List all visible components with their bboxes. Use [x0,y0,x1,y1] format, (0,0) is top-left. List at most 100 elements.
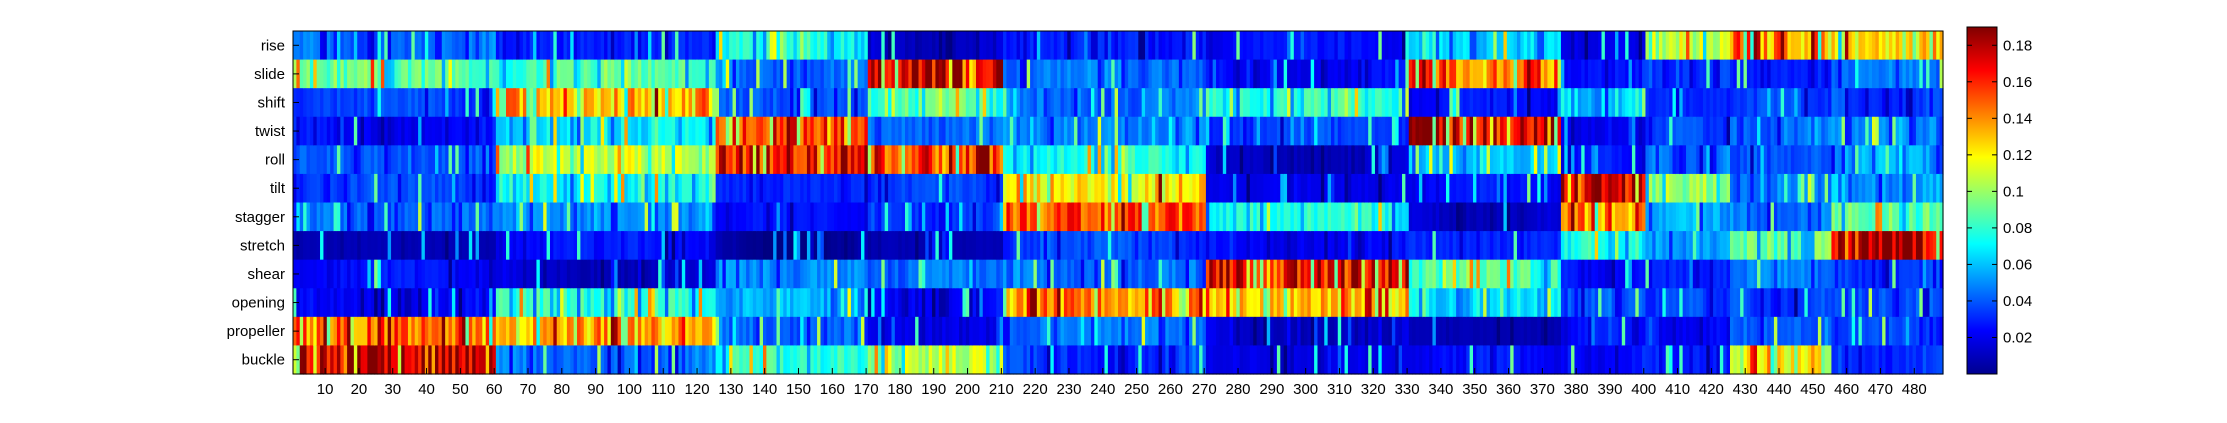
heat-cell [1003,316,1008,347]
heat-cell [546,59,551,89]
heat-cell [685,173,690,204]
heat-cell [877,173,882,204]
heat-cell [1689,116,1694,146]
heat-cell [1604,316,1609,347]
heat-cell [353,88,358,118]
heat-cell [1303,202,1308,232]
heat-cell [1598,31,1603,61]
heat-cell [928,145,933,175]
heat-cell [435,31,439,61]
heat-cell [478,31,483,61]
heat-cell [1662,259,1667,289]
heat-cell [1030,316,1035,347]
heat-cell [1574,288,1579,318]
heat-cell [1696,288,1701,318]
heat-cell [1161,202,1166,232]
heat-cell [367,59,372,89]
heat-cell [712,31,717,61]
heat-cell [1148,345,1153,375]
heat-cell [519,59,524,89]
heat-cell [1631,316,1636,347]
heat-cell [1462,59,1467,89]
heat-cell [658,145,663,175]
heat-cell [1449,288,1454,318]
heat-cell [830,116,835,146]
heat-cell [1307,345,1312,375]
heat-cell [996,145,1001,175]
heat-cell [1381,88,1386,118]
heat-cell [1138,231,1143,261]
heat-cell [1182,316,1187,347]
heat-cell [407,288,412,318]
heat-cell [779,202,784,232]
heat-cell [1047,316,1051,347]
heat-cell [827,202,832,232]
heat-cell [549,288,554,318]
heat-cell [560,116,565,146]
heat-cell [1405,31,1410,61]
heat-cell [451,116,456,146]
heat-cell [485,345,490,375]
heat-cell [1307,31,1312,61]
heat-cell [624,59,629,89]
heat-cell [522,173,527,204]
heat-cell [1628,288,1633,318]
heat-cell [472,202,477,232]
heat-cell [1050,259,1055,289]
heat-cell [600,288,605,318]
heat-cell [414,259,419,289]
heat-cell [516,88,521,118]
heat-cell [1388,345,1393,375]
heat-cell [1331,31,1335,61]
heat-cell [1462,316,1467,347]
heat-cell [1074,202,1079,232]
heat-cell [881,116,886,146]
heat-cell [1080,145,1085,175]
heat-cell [1449,116,1454,146]
heat-cell [1192,31,1197,61]
heat-cell [536,116,541,146]
heat-cell [526,173,531,204]
heat-cell [543,88,548,118]
heat-cell [1692,88,1697,118]
heat-cell [921,173,926,204]
heat-cell [543,316,548,347]
heat-cell [1527,231,1532,261]
heat-cell [894,88,899,118]
heat-cell [343,31,348,61]
heat-cell [1554,88,1559,118]
heat-cell [1084,202,1089,232]
heat-cell [323,145,328,175]
heat-cell [1554,202,1559,232]
heat-cell [1290,59,1295,89]
heat-cell [1385,145,1390,175]
heat-cell [1374,59,1379,89]
heat-cell [1172,316,1177,347]
heat-cell [435,231,439,261]
heat-cell [1621,259,1626,289]
heat-cell [367,288,372,318]
heat-cell [688,202,693,232]
heat-cell [333,259,338,289]
heat-cell [962,59,967,89]
heat-cell [681,116,686,146]
heat-cell [1023,173,1028,204]
heat-cell [1202,259,1207,289]
heat-cell [543,345,548,375]
heat-cell [850,259,855,289]
heat-cell [965,88,970,118]
heat-cell [881,231,886,261]
heat-cell [725,116,730,146]
heat-cell [1337,145,1342,175]
heat-cell [1415,116,1420,146]
heat-cell [377,316,382,347]
heat-cell [489,116,494,146]
heat-cell [1199,145,1204,175]
heat-cell [482,145,487,175]
heat-cell [1435,145,1440,175]
heat-cell [756,88,761,118]
heat-cell [1584,145,1589,175]
heat-cell [925,59,930,89]
heat-cell [1303,31,1308,61]
heat-cell [1506,145,1511,175]
